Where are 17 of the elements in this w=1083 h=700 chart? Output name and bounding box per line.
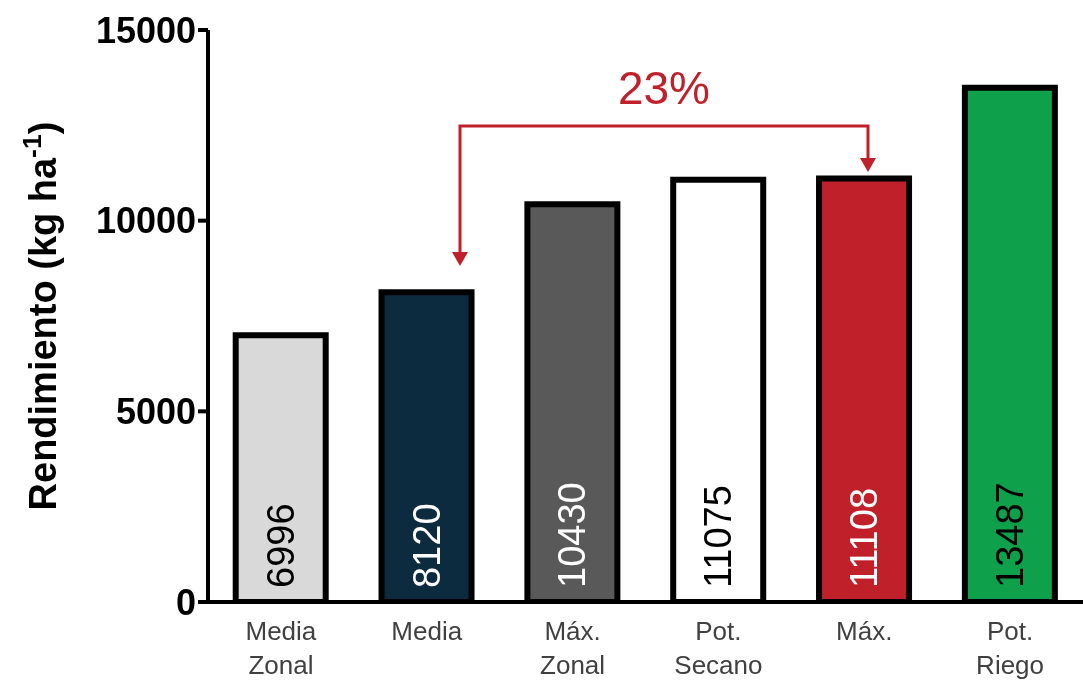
y-tick-label: 0 <box>175 581 196 623</box>
data-label: 6996 <box>259 503 302 588</box>
x-tick-label: Media <box>391 616 463 646</box>
x-tick-label: Máx. Zonal <box>540 616 606 680</box>
data-label: 10430 <box>551 482 594 588</box>
y-tick-label: 5000 <box>115 391 196 433</box>
data-label: 11075 <box>697 485 740 588</box>
y-tick-label: 15000 <box>95 9 196 51</box>
annotation: 23% <box>617 62 711 114</box>
x-tick-label: Máx. <box>836 616 893 646</box>
data-label: 13487 <box>988 482 1031 588</box>
x-tick-label: Pot. Riego <box>976 616 1045 680</box>
y-tick-label: 10000 <box>95 200 196 242</box>
data-label: 11108 <box>843 487 886 588</box>
x-tick-label: Pot. Secano <box>674 616 763 680</box>
x-tick-label: Media Zonal <box>245 616 317 680</box>
data-label: 8120 <box>405 503 448 588</box>
